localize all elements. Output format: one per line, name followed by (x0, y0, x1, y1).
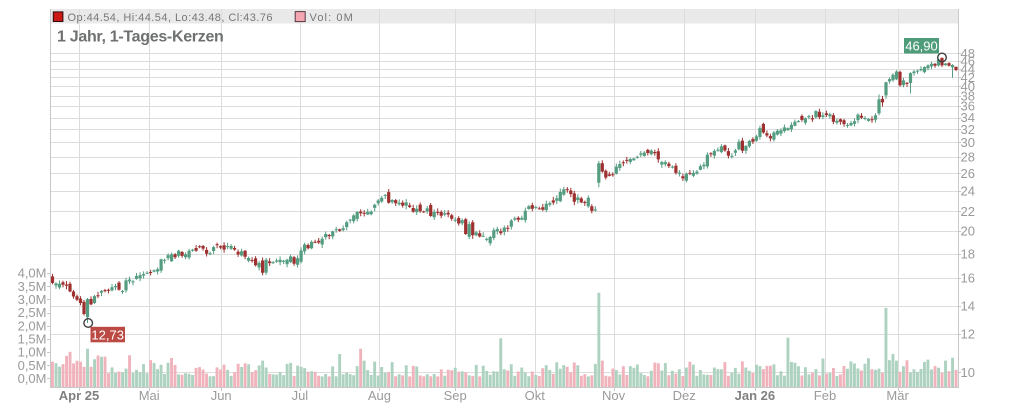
svg-text:22: 22 (961, 204, 975, 219)
svg-text:1,0M: 1,0M (18, 345, 47, 360)
svg-text:24: 24 (961, 184, 975, 199)
svg-text:12,73: 12,73 (91, 327, 124, 342)
svg-text:3,5M: 3,5M (18, 279, 47, 294)
svg-text:26: 26 (961, 166, 975, 181)
svg-text:Nov: Nov (602, 388, 626, 403)
svg-text:18: 18 (961, 246, 975, 261)
svg-text:Mär: Mär (886, 388, 909, 403)
svg-text:2,5M: 2,5M (18, 305, 47, 320)
svg-text:44: 44 (961, 62, 975, 77)
svg-text:14: 14 (961, 298, 975, 313)
svg-text:Aug: Aug (368, 388, 391, 403)
svg-text:Op:44.54, Hi:44.54, Lo:43.48,: Op:44.54, Hi:44.54, Lo:43.48, Cl:43.76 (68, 12, 273, 24)
svg-text:38: 38 (961, 89, 975, 104)
svg-text:Jan 26: Jan 26 (735, 388, 775, 403)
svg-text:0,0M: 0,0M (18, 371, 47, 386)
svg-text:Vol: 0M: Vol: 0M (310, 12, 354, 24)
svg-text:36: 36 (961, 99, 975, 114)
svg-text:Mai: Mai (139, 388, 160, 403)
svg-text:Jun: Jun (211, 388, 232, 403)
svg-text:20: 20 (961, 223, 975, 238)
svg-text:2,0M: 2,0M (18, 318, 47, 333)
svg-text:4,0M: 4,0M (18, 266, 47, 281)
svg-text:Okt: Okt (525, 388, 546, 403)
svg-text:Dez: Dez (673, 388, 696, 403)
svg-text:42: 42 (961, 70, 975, 85)
svg-text:34: 34 (961, 110, 975, 125)
svg-text:10: 10 (961, 365, 975, 380)
svg-text:30: 30 (961, 135, 975, 150)
svg-text:1,5M: 1,5M (18, 332, 47, 347)
svg-text:Jul: Jul (292, 388, 309, 403)
svg-text:40: 40 (961, 79, 975, 94)
svg-text:Sep: Sep (444, 388, 467, 403)
svg-text:3,0M: 3,0M (18, 292, 47, 307)
svg-text:48: 48 (961, 46, 975, 61)
svg-text:0,5M: 0,5M (18, 358, 47, 373)
svg-text:Feb: Feb (814, 388, 836, 403)
svg-text:46: 46 (961, 54, 975, 69)
svg-text:1 Jahr, 1-Tages-Kerzen: 1 Jahr, 1-Tages-Kerzen (57, 29, 224, 46)
svg-text:32: 32 (961, 122, 975, 137)
svg-text:16: 16 (961, 270, 975, 285)
svg-text:28: 28 (961, 150, 975, 165)
svg-text:12: 12 (961, 327, 975, 342)
svg-text:46,90: 46,90 (905, 39, 938, 54)
svg-text:Apr 25: Apr 25 (59, 388, 99, 403)
